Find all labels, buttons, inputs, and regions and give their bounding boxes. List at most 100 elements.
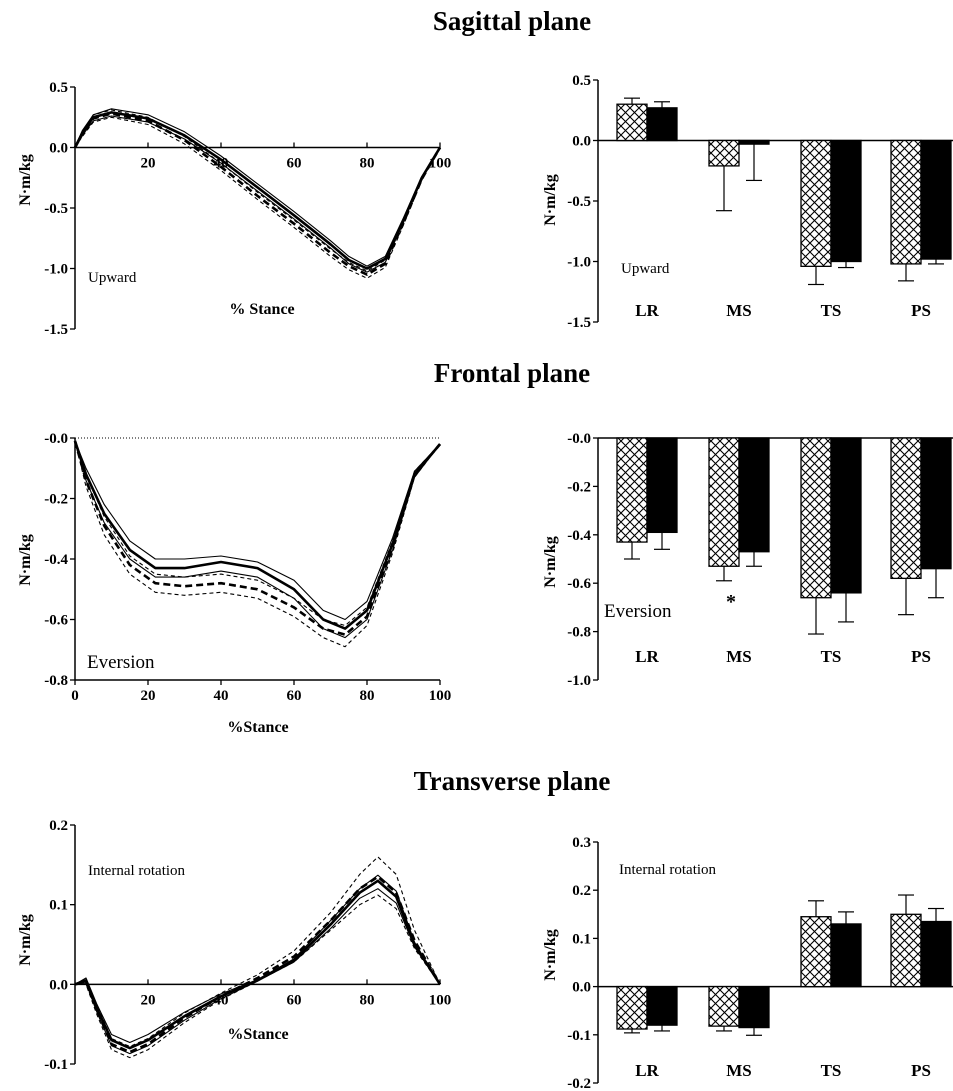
- bar: [616, 437, 648, 543]
- bar: [646, 437, 678, 534]
- y-tick-label: -0.1: [567, 1028, 591, 1044]
- bar: [708, 437, 740, 567]
- series-line: [74, 440, 441, 627]
- bar: [830, 923, 862, 988]
- section-title-transverse: Transverse plane: [414, 766, 611, 796]
- y-tick-label: -0.5: [44, 201, 68, 217]
- sagittal-line-annotation: Upward: [88, 270, 137, 286]
- y-tick-label: 0.1: [49, 898, 68, 914]
- y-tick-label: 0.0: [572, 980, 591, 996]
- bar: [830, 437, 862, 594]
- bar: [800, 139, 832, 267]
- x-tick-label: 80: [360, 992, 375, 1008]
- series-line: [74, 879, 442, 1050]
- frontal-bar-ylabel: N·m/kg: [542, 536, 559, 588]
- y-tick-label: -0.4: [44, 552, 68, 568]
- transverse-line-plot: 0.20.10.0-0.120 40 60 80 100: [44, 818, 451, 1073]
- x-tick-label: 80: [360, 688, 375, 704]
- section-title-sagittal: Sagittal plane: [433, 6, 591, 36]
- sagittal-line-xlabel: % Stance: [229, 301, 294, 318]
- y-tick-label: -0.2: [44, 492, 68, 508]
- transverse-line-annotation: Internal rotation: [88, 863, 186, 879]
- series-line: [74, 108, 441, 267]
- bar: [920, 920, 952, 988]
- y-tick-label: -1.5: [567, 315, 591, 331]
- y-tick-label: 0.5: [572, 73, 591, 89]
- bar: [830, 139, 862, 263]
- transverse-line-ylabel: N·m/kg: [17, 914, 34, 966]
- bar: [738, 437, 770, 553]
- sagittal-bar-annotation: Upward: [621, 261, 670, 277]
- y-tick-label: -0.5: [567, 194, 591, 210]
- y-tick-label: -0.1: [44, 1057, 68, 1073]
- bar: [920, 437, 952, 570]
- transverse-bar-plot: 0.3 0.2 0.1 0.0 -0.1 -0.2 LR MS TS PS: [567, 835, 953, 1091]
- x-tick-label: 20: [141, 156, 156, 172]
- series-line: [74, 440, 441, 621]
- bar: [616, 103, 648, 142]
- bar: [738, 139, 770, 145]
- series-line: [74, 115, 441, 273]
- transverse-bar-ylabel: N·m/kg: [542, 929, 559, 981]
- bar: [646, 985, 678, 1026]
- bar: [646, 107, 678, 142]
- x-tick-label: 60: [287, 688, 302, 704]
- bar: [616, 985, 648, 1030]
- y-tick-label: -1.0: [44, 262, 68, 278]
- bar: [890, 437, 922, 580]
- series-line: [74, 875, 442, 1054]
- y-tick-label: 0.3: [572, 835, 591, 851]
- bar: [890, 139, 922, 265]
- sagittal-line-ylabel: N·m/kg: [17, 154, 34, 206]
- series-line: [73, 440, 441, 636]
- category-label: PS: [911, 647, 931, 666]
- transverse-line-xlabel: %Stance: [227, 1026, 288, 1043]
- y-tick-label: -0.6: [567, 576, 591, 592]
- category-label: MS: [726, 647, 752, 666]
- y-tick-label: -0.0: [567, 431, 591, 447]
- y-tick-label: -1.0: [567, 255, 591, 271]
- frontal-line-plot: -0.0 -0.2 -0.4 -0.6 -0.80 20 40 60 80 100: [44, 431, 451, 704]
- y-tick-label: -0.6: [44, 613, 68, 629]
- x-tick-label: 80: [360, 156, 375, 172]
- category-label: MS: [726, 301, 752, 320]
- series-line: [74, 440, 441, 639]
- series-line: [74, 440, 441, 648]
- category-label: TS: [821, 301, 842, 320]
- sagittal-bar-ylabel: N·m/kg: [542, 174, 559, 226]
- sagittal-line-plot: 0.50.0-0.5-1.0-1.520 40 60 80 100: [44, 80, 451, 338]
- x-tick-label: 40: [214, 688, 229, 704]
- category-label: PS: [911, 301, 931, 320]
- y-tick-label: 0.0: [572, 134, 591, 150]
- category-label: TS: [821, 1061, 842, 1080]
- frontal-line-ylabel: N·m/kg: [17, 534, 34, 586]
- bar: [708, 985, 740, 1027]
- y-tick-label: 0.2: [572, 883, 591, 899]
- y-tick-label: 0.0: [49, 141, 68, 157]
- frontal-line-xlabel: %Stance: [227, 719, 288, 736]
- series-line: [73, 440, 441, 630]
- x-tick-label: 100: [429, 992, 452, 1008]
- category-label: MS: [726, 1061, 752, 1080]
- y-tick-label: -0.0: [44, 431, 68, 447]
- y-tick-label: -0.8: [44, 673, 68, 689]
- x-tick-label: 60: [287, 156, 302, 172]
- x-tick-label: 20: [141, 992, 156, 1008]
- bar: [800, 437, 832, 599]
- bar: [800, 916, 832, 988]
- y-tick-label: 0.2: [49, 818, 68, 834]
- category-label: LR: [635, 1061, 659, 1080]
- x-tick-label: 100: [429, 688, 452, 704]
- section-title-frontal: Frontal plane: [434, 358, 590, 388]
- y-tick-label: -0.4: [567, 528, 591, 544]
- y-tick-label: -0.8: [567, 625, 591, 641]
- sagittal-bar-plot: 0.5 0.0 -0.5 -1.0 -1.5 LR MS TS PS: [567, 73, 953, 331]
- frontal-line-annotation: Eversion: [87, 652, 155, 673]
- y-tick-label: 0.5: [49, 80, 68, 96]
- x-tick-label: 60: [287, 992, 302, 1008]
- bar: [738, 985, 770, 1029]
- y-tick-label: -0.2: [567, 479, 591, 495]
- bar: [920, 139, 952, 260]
- category-label: LR: [635, 301, 659, 320]
